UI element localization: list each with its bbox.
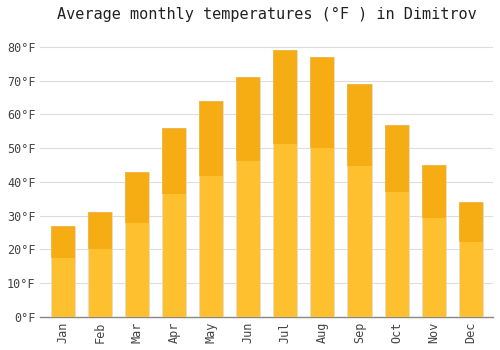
Bar — [162, 128, 186, 194]
Bar — [199, 101, 223, 317]
Bar — [50, 226, 74, 317]
Bar — [199, 101, 223, 176]
Bar — [310, 57, 334, 317]
Bar — [273, 50, 297, 317]
Bar — [384, 125, 408, 317]
Bar — [348, 84, 372, 317]
Bar — [348, 84, 372, 166]
Bar — [88, 212, 112, 317]
Bar — [124, 172, 149, 223]
Bar — [50, 226, 74, 258]
Bar — [236, 77, 260, 317]
Bar — [384, 125, 408, 192]
Bar — [88, 212, 112, 249]
Bar — [236, 77, 260, 161]
Bar — [162, 128, 186, 317]
Title: Average monthly temperatures (°F ) in Dimitrov: Average monthly temperatures (°F ) in Di… — [57, 7, 476, 22]
Bar — [124, 172, 149, 317]
Bar — [273, 50, 297, 144]
Bar — [458, 202, 483, 317]
Bar — [310, 57, 334, 148]
Bar — [458, 202, 483, 242]
Bar — [422, 165, 446, 218]
Bar — [422, 165, 446, 317]
